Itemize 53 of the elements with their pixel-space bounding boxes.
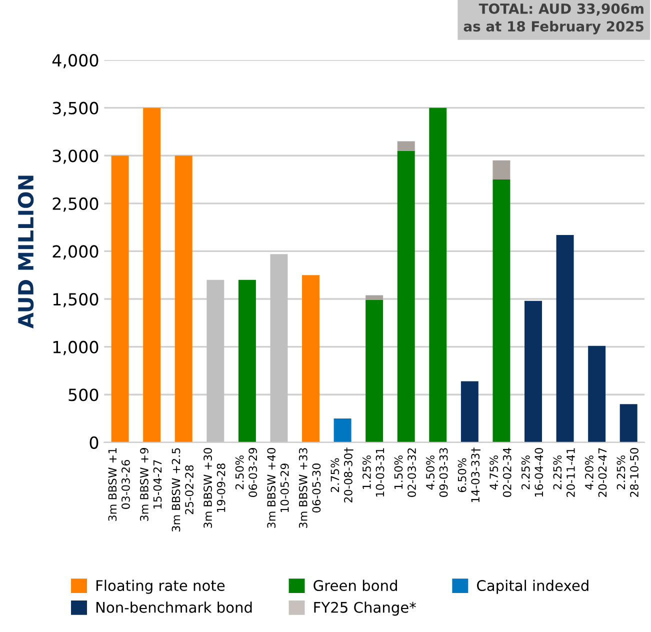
bar bbox=[460, 381, 478, 442]
x-tick-label: 2.25% 20-11-41 bbox=[553, 448, 575, 497]
text: TOTAL: AUD 33,906m as at 18 February 2025 bbox=[464, 3, 644, 34]
bar bbox=[492, 180, 510, 442]
legend-label: Green bond bbox=[314, 580, 397, 592]
bar bbox=[620, 404, 638, 442]
y-tick-label: 3,500 bbox=[52, 102, 98, 116]
y-tick-label: 1,500 bbox=[53, 292, 98, 308]
bar bbox=[206, 280, 224, 442]
bar bbox=[429, 108, 447, 442]
x-tick-label: 4.50% 09-03-33 bbox=[426, 448, 448, 497]
legend-label: Capital indexed bbox=[477, 580, 588, 594]
bar bbox=[174, 156, 192, 442]
bar bbox=[492, 160, 510, 180]
legend-label: Floating rate note bbox=[96, 580, 225, 594]
x-tick-label: 3m BBSW +1 03-03-26 bbox=[108, 448, 130, 521]
x-tick-label: 4.75% 02-02-34 bbox=[490, 448, 512, 497]
bar bbox=[397, 141, 415, 151]
x-tick-label: 3m BBSW +40 10-05-29 bbox=[267, 448, 289, 528]
x-tick-label: 3m BBSW +30 19-09-28 bbox=[204, 448, 226, 528]
x-tick-label: 3m BBSW +33 06-05-30 bbox=[298, 448, 321, 528]
x-tick-label: 2.25% 28-10-50 bbox=[616, 448, 638, 497]
bar bbox=[238, 280, 256, 442]
bar bbox=[334, 418, 352, 442]
x-tick-label: 2.50% 06-03-29 bbox=[235, 448, 258, 497]
y-tick-label: 1,000 bbox=[53, 340, 98, 356]
x-tick-label: 3m BBSW +2.5 25-02-28 bbox=[172, 448, 194, 532]
bar bbox=[588, 346, 606, 442]
legend-label: Non-benchmark bond bbox=[96, 602, 252, 613]
y-tick-label: 4,000 bbox=[52, 54, 98, 68]
bar bbox=[397, 150, 415, 442]
bar bbox=[302, 275, 320, 442]
x-tick-label: 2.25% 16-04-40 bbox=[521, 448, 544, 496]
legend-label: FY25 Change* bbox=[314, 602, 416, 616]
x-tick-label: 3m BBSW +9 15-04-27 bbox=[140, 448, 162, 521]
bar bbox=[556, 234, 574, 442]
y-tick-label: 500 bbox=[68, 388, 98, 402]
y-tick-label: 2,500 bbox=[52, 197, 98, 212]
bar bbox=[366, 295, 384, 300]
y-tick-label: 2,000 bbox=[52, 245, 98, 260]
bar bbox=[270, 254, 288, 442]
bar bbox=[524, 300, 542, 442]
bar bbox=[143, 108, 161, 442]
y-tick-label: 3,000 bbox=[52, 150, 98, 164]
bar bbox=[366, 300, 384, 442]
x-tick-label: 1.25% 10-03-31 bbox=[362, 448, 384, 496]
y-axis-title: AUD MILLION bbox=[18, 176, 34, 329]
x-tick-label: 6.50% 14-03-33† bbox=[458, 448, 480, 502]
x-tick-label: 4.20% 20-02-47 bbox=[584, 448, 607, 497]
y-tick-label: 0 bbox=[90, 436, 98, 449]
bar bbox=[111, 156, 129, 442]
x-tick-label: 2.75% 20-08-30† bbox=[330, 448, 354, 502]
x-tick-label: 1.50% 02-03-32 bbox=[394, 448, 416, 497]
